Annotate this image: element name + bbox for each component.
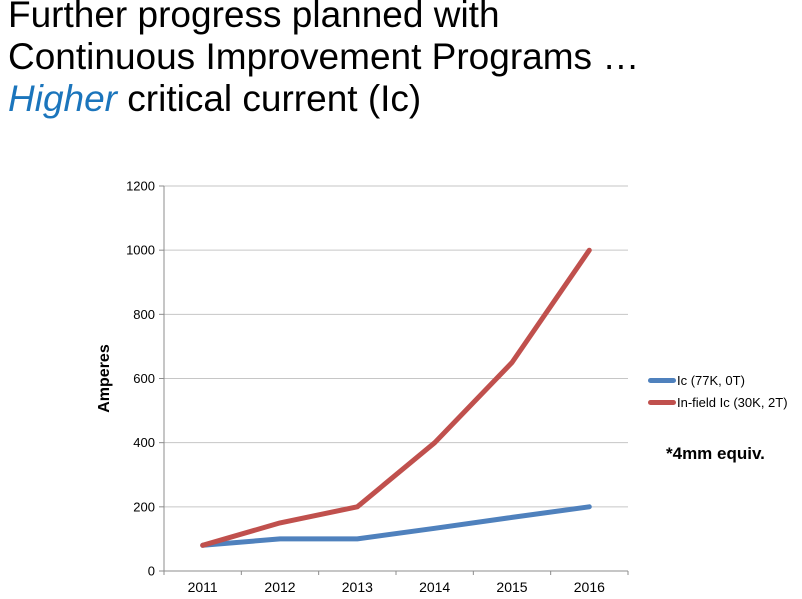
legend-label: Ic (77K, 0T) [677, 372, 745, 388]
x-tick-label: 2011 [188, 579, 218, 595]
y-tick-label: 0 [148, 564, 155, 579]
series-line [200, 504, 592, 548]
y-tick-label: 200 [133, 499, 155, 514]
title-line-3: Higher critical current (Ic) [8, 78, 639, 120]
title-line-1: Further progress planned with [8, 0, 500, 35]
y-axis-title: Amperes [96, 344, 113, 413]
legend-swatch [648, 377, 676, 383]
title-highlight-word: Higher [8, 78, 117, 119]
x-tick-label: 2015 [496, 579, 527, 595]
y-tick-label: 800 [133, 307, 155, 322]
chart-legend: Ic (77K, 0T) In-field Ic (30K, 2T) [648, 369, 788, 413]
title-line-2: Continuous Improvement Programs … [8, 36, 640, 77]
legend-swatch [648, 399, 676, 405]
x-tick-label: 2014 [419, 579, 450, 595]
y-tick-label: 600 [133, 371, 155, 386]
legend-label: In-field Ic (30K, 2T) [677, 394, 788, 410]
slide-title: Further progress planned with Continuous… [8, 0, 639, 120]
legend-item: In-field Ic (30K, 2T) [648, 391, 788, 413]
y-tick-label: 1000 [126, 243, 155, 258]
y-tick-label: 400 [133, 435, 155, 450]
chart-note: *4mm equiv. [666, 444, 765, 463]
x-tick-label: 2012 [264, 579, 295, 595]
title-line-3-rest: critical current (Ic) [117, 78, 422, 119]
y-tick-label: 1200 [126, 179, 155, 194]
legend-item: Ic (77K, 0T) [648, 369, 788, 391]
x-tick-label: 2016 [574, 579, 605, 595]
x-tick-label: 2013 [342, 579, 373, 595]
series-line [200, 247, 592, 548]
